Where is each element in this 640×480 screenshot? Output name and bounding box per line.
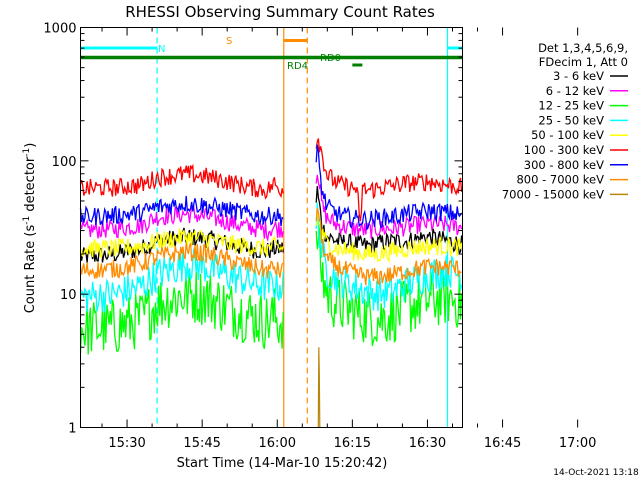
plot-frame [80, 27, 463, 428]
legend-entry-label: 25 - 50 keV [538, 113, 604, 127]
legend-entry-label: 7000 - 15000 keV [502, 187, 604, 201]
legend-entry-label: 300 - 800 keV [524, 158, 604, 172]
series-800-7000-kev [79, 208, 462, 286]
y-tick-label: 10 [60, 288, 77, 303]
chart-title: RHESSI Observing Summary Count Rates [125, 3, 435, 21]
plot-data: N S RD0 RD4 [79, 27, 463, 428]
legend-entry-label: 6 - 12 keV [546, 84, 604, 98]
flag-N-label: N [158, 44, 165, 55]
x-tick-label: 16:00 [259, 436, 296, 451]
axes: 1 10 100 1000 15:30 15:45 16:00 16:15 16:30 16:45… [43, 22, 596, 452]
legend-entry-label: 3 - 6 keV [553, 69, 604, 83]
legend: Det 1,3,4,5,6,9,FDecim 1, Att 03 - 6 keV… [502, 41, 628, 201]
series-6-12-kev [79, 174, 463, 242]
x-tick-label: 15:30 [108, 436, 145, 451]
legend-entry-label: 12 - 25 keV [538, 99, 604, 113]
y-tick-label: 100 [52, 155, 77, 170]
x-tick-label: 15:45 [183, 436, 220, 451]
x-tick-label: 16:15 [334, 436, 371, 451]
footer-timestamp: 14-Oct-2021 13:18 [553, 468, 639, 478]
y-axis-label-superscript: -1 [22, 148, 32, 157]
flag-RD0-label: RD0 [320, 53, 341, 64]
y-axis-label-part: detector [23, 156, 38, 216]
y-tick-label: 1000 [43, 22, 76, 37]
legend-entry-label: 100 - 300 keV [524, 143, 604, 157]
y-axis-label-superscript: -1 [22, 216, 32, 225]
flag-S-label: S [226, 36, 232, 47]
series-12-25-kev [79, 224, 463, 355]
x-tick-label: 17:00 [559, 436, 596, 451]
legend-entry-label: 800 - 7000 keV [516, 173, 604, 187]
flag-RD4-label: RD4 [287, 61, 308, 72]
legend-header: Det 1,3,4,5,6,9, [538, 41, 628, 55]
y-axis-label: Count Rate (s-1 detector-1) [22, 143, 38, 314]
y-axis-label-part: Count Rate (s [23, 225, 38, 314]
legend-entry-label: 50 - 100 keV [531, 128, 604, 142]
x-tick-label: 16:45 [484, 436, 521, 451]
series-100-300-kev [79, 138, 463, 222]
x-axis-label: Start Time (14-Mar-10 15:20:42) [177, 456, 388, 471]
x-tick-label: 16:30 [409, 436, 446, 451]
y-axis-label-part: ) [23, 143, 38, 148]
series-50-100-kev [79, 210, 463, 264]
y-tick-label: 1 [68, 422, 76, 437]
legend-header: FDecim 1, Att 0 [539, 55, 628, 69]
series-7000-15000-kev [317, 347, 321, 428]
series-300-800-kev [79, 144, 463, 231]
